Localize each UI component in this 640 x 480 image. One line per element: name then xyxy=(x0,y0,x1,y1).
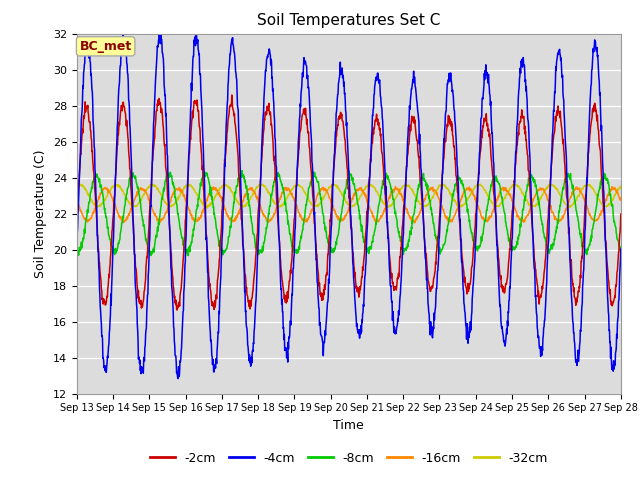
-2cm xyxy=(195,108,202,114)
-4cm xyxy=(157,28,164,34)
-32cm xyxy=(617,183,625,189)
X-axis label: Time: Time xyxy=(333,419,364,432)
-8cm xyxy=(73,250,81,256)
-32cm xyxy=(553,187,561,193)
-8cm xyxy=(184,252,192,258)
Line: -2cm: -2cm xyxy=(77,95,621,310)
-8cm xyxy=(180,246,188,252)
-8cm xyxy=(553,226,561,231)
-32cm xyxy=(194,193,202,199)
-16cm xyxy=(553,217,561,223)
-32cm xyxy=(547,180,554,186)
-2cm xyxy=(73,215,81,221)
-16cm xyxy=(255,199,262,204)
-32cm xyxy=(180,185,188,191)
-2cm xyxy=(181,234,189,240)
-2cm xyxy=(553,108,561,114)
-4cm xyxy=(434,268,442,274)
-32cm xyxy=(434,186,442,192)
-4cm xyxy=(195,48,202,54)
Line: -32cm: -32cm xyxy=(77,183,621,208)
-16cm xyxy=(617,197,625,203)
-16cm xyxy=(411,220,419,226)
-32cm xyxy=(204,205,211,211)
-8cm xyxy=(255,250,263,255)
-16cm xyxy=(194,217,202,223)
-32cm xyxy=(505,189,513,194)
-32cm xyxy=(255,182,263,188)
-4cm xyxy=(553,57,561,63)
-2cm xyxy=(173,307,181,313)
-2cm xyxy=(255,191,263,196)
-2cm xyxy=(617,211,625,217)
-16cm xyxy=(434,194,442,200)
-4cm xyxy=(182,259,189,265)
-2cm xyxy=(228,92,236,98)
-4cm xyxy=(174,376,182,382)
Text: BC_met: BC_met xyxy=(79,40,132,53)
-4cm xyxy=(617,246,625,252)
-2cm xyxy=(505,256,513,262)
-8cm xyxy=(238,168,246,173)
-8cm xyxy=(617,244,625,250)
Y-axis label: Soil Temperature (C): Soil Temperature (C) xyxy=(35,149,47,278)
-16cm xyxy=(180,194,188,200)
-4cm xyxy=(505,298,513,303)
-16cm xyxy=(73,196,81,202)
-4cm xyxy=(255,210,263,216)
Title: Soil Temperatures Set C: Soil Temperatures Set C xyxy=(257,13,440,28)
-32cm xyxy=(73,182,81,188)
Line: -8cm: -8cm xyxy=(77,170,621,255)
-16cm xyxy=(392,184,399,190)
Legend: -2cm, -4cm, -8cm, -16cm, -32cm: -2cm, -4cm, -8cm, -16cm, -32cm xyxy=(145,447,553,469)
-8cm xyxy=(505,238,513,244)
Line: -4cm: -4cm xyxy=(77,31,621,379)
-8cm xyxy=(434,239,442,245)
-16cm xyxy=(505,192,513,197)
-8cm xyxy=(195,196,202,202)
-2cm xyxy=(434,234,442,240)
-4cm xyxy=(73,242,81,248)
Line: -16cm: -16cm xyxy=(77,187,621,223)
